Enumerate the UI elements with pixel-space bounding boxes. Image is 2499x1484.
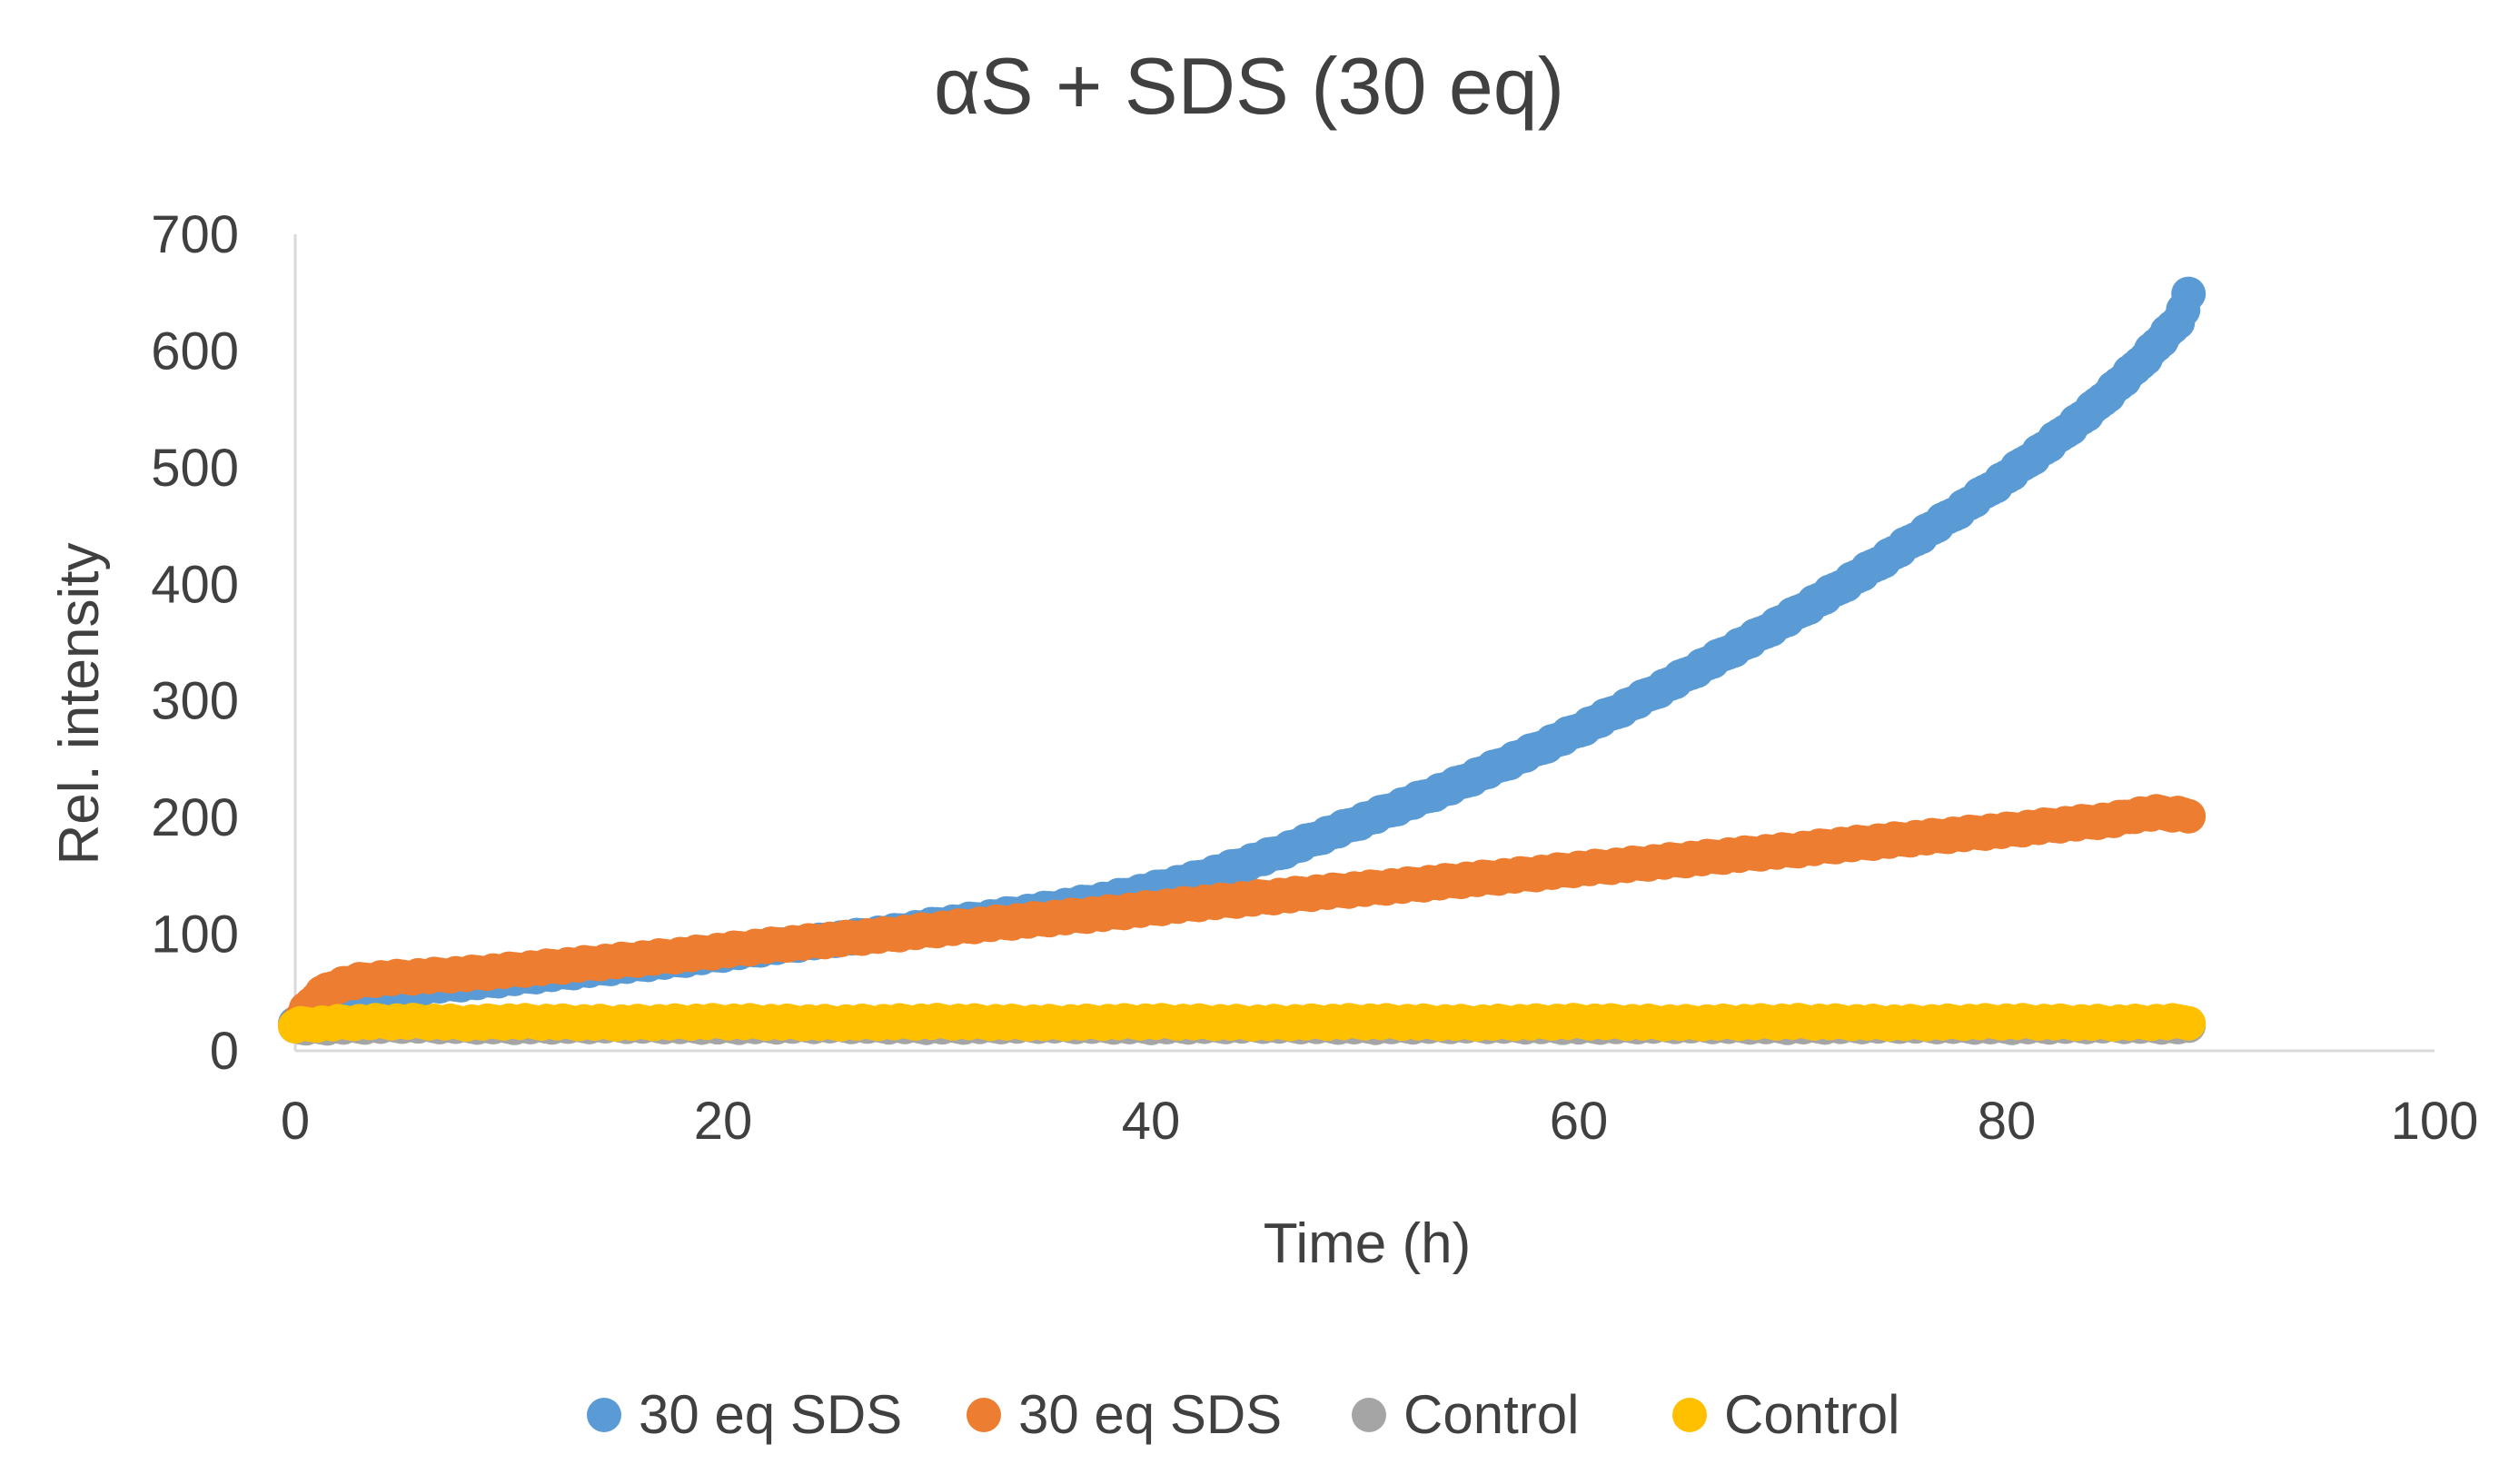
legend-label: 30 eq SDS <box>639 1384 902 1445</box>
y-tick-label: 100 <box>151 905 239 965</box>
y-tick-label: 200 <box>151 788 239 847</box>
x-tick-label: 0 <box>281 1092 310 1151</box>
chart-title: αS + SDS (30 eq) <box>934 41 1564 131</box>
series-1 <box>278 794 2206 1044</box>
y-axis-title: Rel. intensity <box>48 543 111 866</box>
x-tick-label: 100 <box>2391 1092 2479 1151</box>
x-axis-title: Time (h) <box>1264 1212 1471 1275</box>
data-point <box>2171 798 2206 834</box>
legend-label: Control <box>1724 1384 1899 1445</box>
legend-marker <box>587 1398 621 1432</box>
y-tick-label: 500 <box>151 439 239 498</box>
legend-label: 30 eq SDS <box>1018 1384 1282 1445</box>
y-tick-label: 700 <box>151 205 239 264</box>
legend-marker <box>967 1398 1001 1432</box>
data-point <box>2171 1005 2206 1041</box>
x-tick-label: 60 <box>1550 1092 1609 1151</box>
legend-marker <box>1672 1398 1707 1432</box>
series-3 <box>278 1003 2206 1044</box>
y-tick-label: 600 <box>151 322 239 381</box>
legend-marker <box>1352 1398 1386 1432</box>
y-tick-label: 0 <box>210 1022 239 1081</box>
x-tick-label: 20 <box>694 1092 753 1151</box>
legend: 30 eq SDS 30 eq SDS Control Control <box>587 1384 1899 1445</box>
series-0 <box>278 276 2206 1041</box>
y-tick-label: 300 <box>151 672 239 731</box>
x-tick-label: 40 <box>1122 1092 1181 1151</box>
data-point <box>2171 276 2206 312</box>
x-tick-label: 80 <box>1978 1092 2037 1151</box>
y-tick-label: 400 <box>151 555 239 614</box>
plot-area: 0 100 200 300 400 500 600 700 0 20 40 60 80 100 <box>151 205 2478 1151</box>
legend-label: Control <box>1403 1384 1579 1445</box>
